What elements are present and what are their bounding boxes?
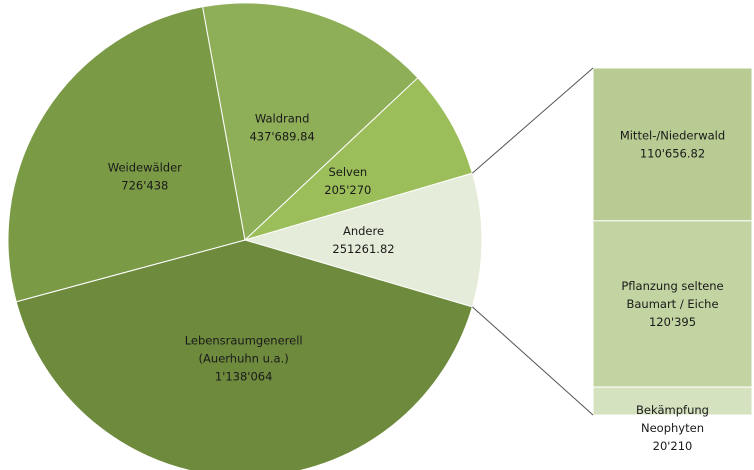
- label-value: 251261.82: [332, 242, 394, 256]
- bar-segment: [592, 67, 753, 222]
- label-line: Mittel-/Niederwald: [620, 128, 725, 142]
- label-value: 1'138'064: [215, 369, 273, 383]
- bar-label: Bekämpfung Neophyten 20'210: [636, 403, 709, 453]
- label-value: 726'438: [121, 178, 168, 192]
- label-line: Pflanzung seltene: [621, 278, 723, 292]
- label-value: 437'689.84: [249, 129, 314, 143]
- bar-segment: [592, 386, 753, 416]
- label-line: Andere: [343, 224, 384, 238]
- bar-label: Mittel-/Niederwald 110'656.82: [620, 128, 725, 160]
- label-line: Waldrand: [255, 111, 310, 125]
- slice-label: Selven 205'270: [324, 165, 371, 197]
- label-value: 20'210: [653, 439, 693, 453]
- slice-label: Andere 251261.82: [332, 224, 394, 256]
- label-line: Bekämpfung: [636, 403, 709, 417]
- label-line: Neophyten: [641, 421, 704, 435]
- pie-slice: [202, 2, 419, 241]
- pie-slice: [7, 6, 246, 303]
- label-line: Baumart / Eiche: [626, 296, 718, 310]
- label-value: 205'270: [324, 183, 371, 197]
- slice-label: Waldrand 437'689.84: [249, 111, 314, 143]
- label-line: Selven: [328, 165, 367, 179]
- slice-label: Lebensraumgenerell (Auerhuhn u.a.) 1'138'0…: [185, 333, 303, 383]
- connector: [472, 306, 594, 416]
- label-line: (Auerhuhn u.a.): [199, 351, 289, 365]
- pie-slice: [244, 77, 473, 241]
- bar-segment: [592, 220, 753, 388]
- label-line: Lebensraumgenerell: [185, 333, 303, 347]
- connector: [472, 67, 594, 174]
- label-value: 120'395: [649, 314, 696, 328]
- slice-label: Weidewälder 726'438: [108, 160, 182, 192]
- bar-label: Pflanzung seltene Baumart / Eiche 120'395: [621, 278, 723, 328]
- label-line: Weidewälder: [108, 160, 182, 174]
- pie-slice: [15, 239, 473, 470]
- pie-slice: [243, 172, 483, 308]
- label-value: 110'656.82: [640, 146, 705, 160]
